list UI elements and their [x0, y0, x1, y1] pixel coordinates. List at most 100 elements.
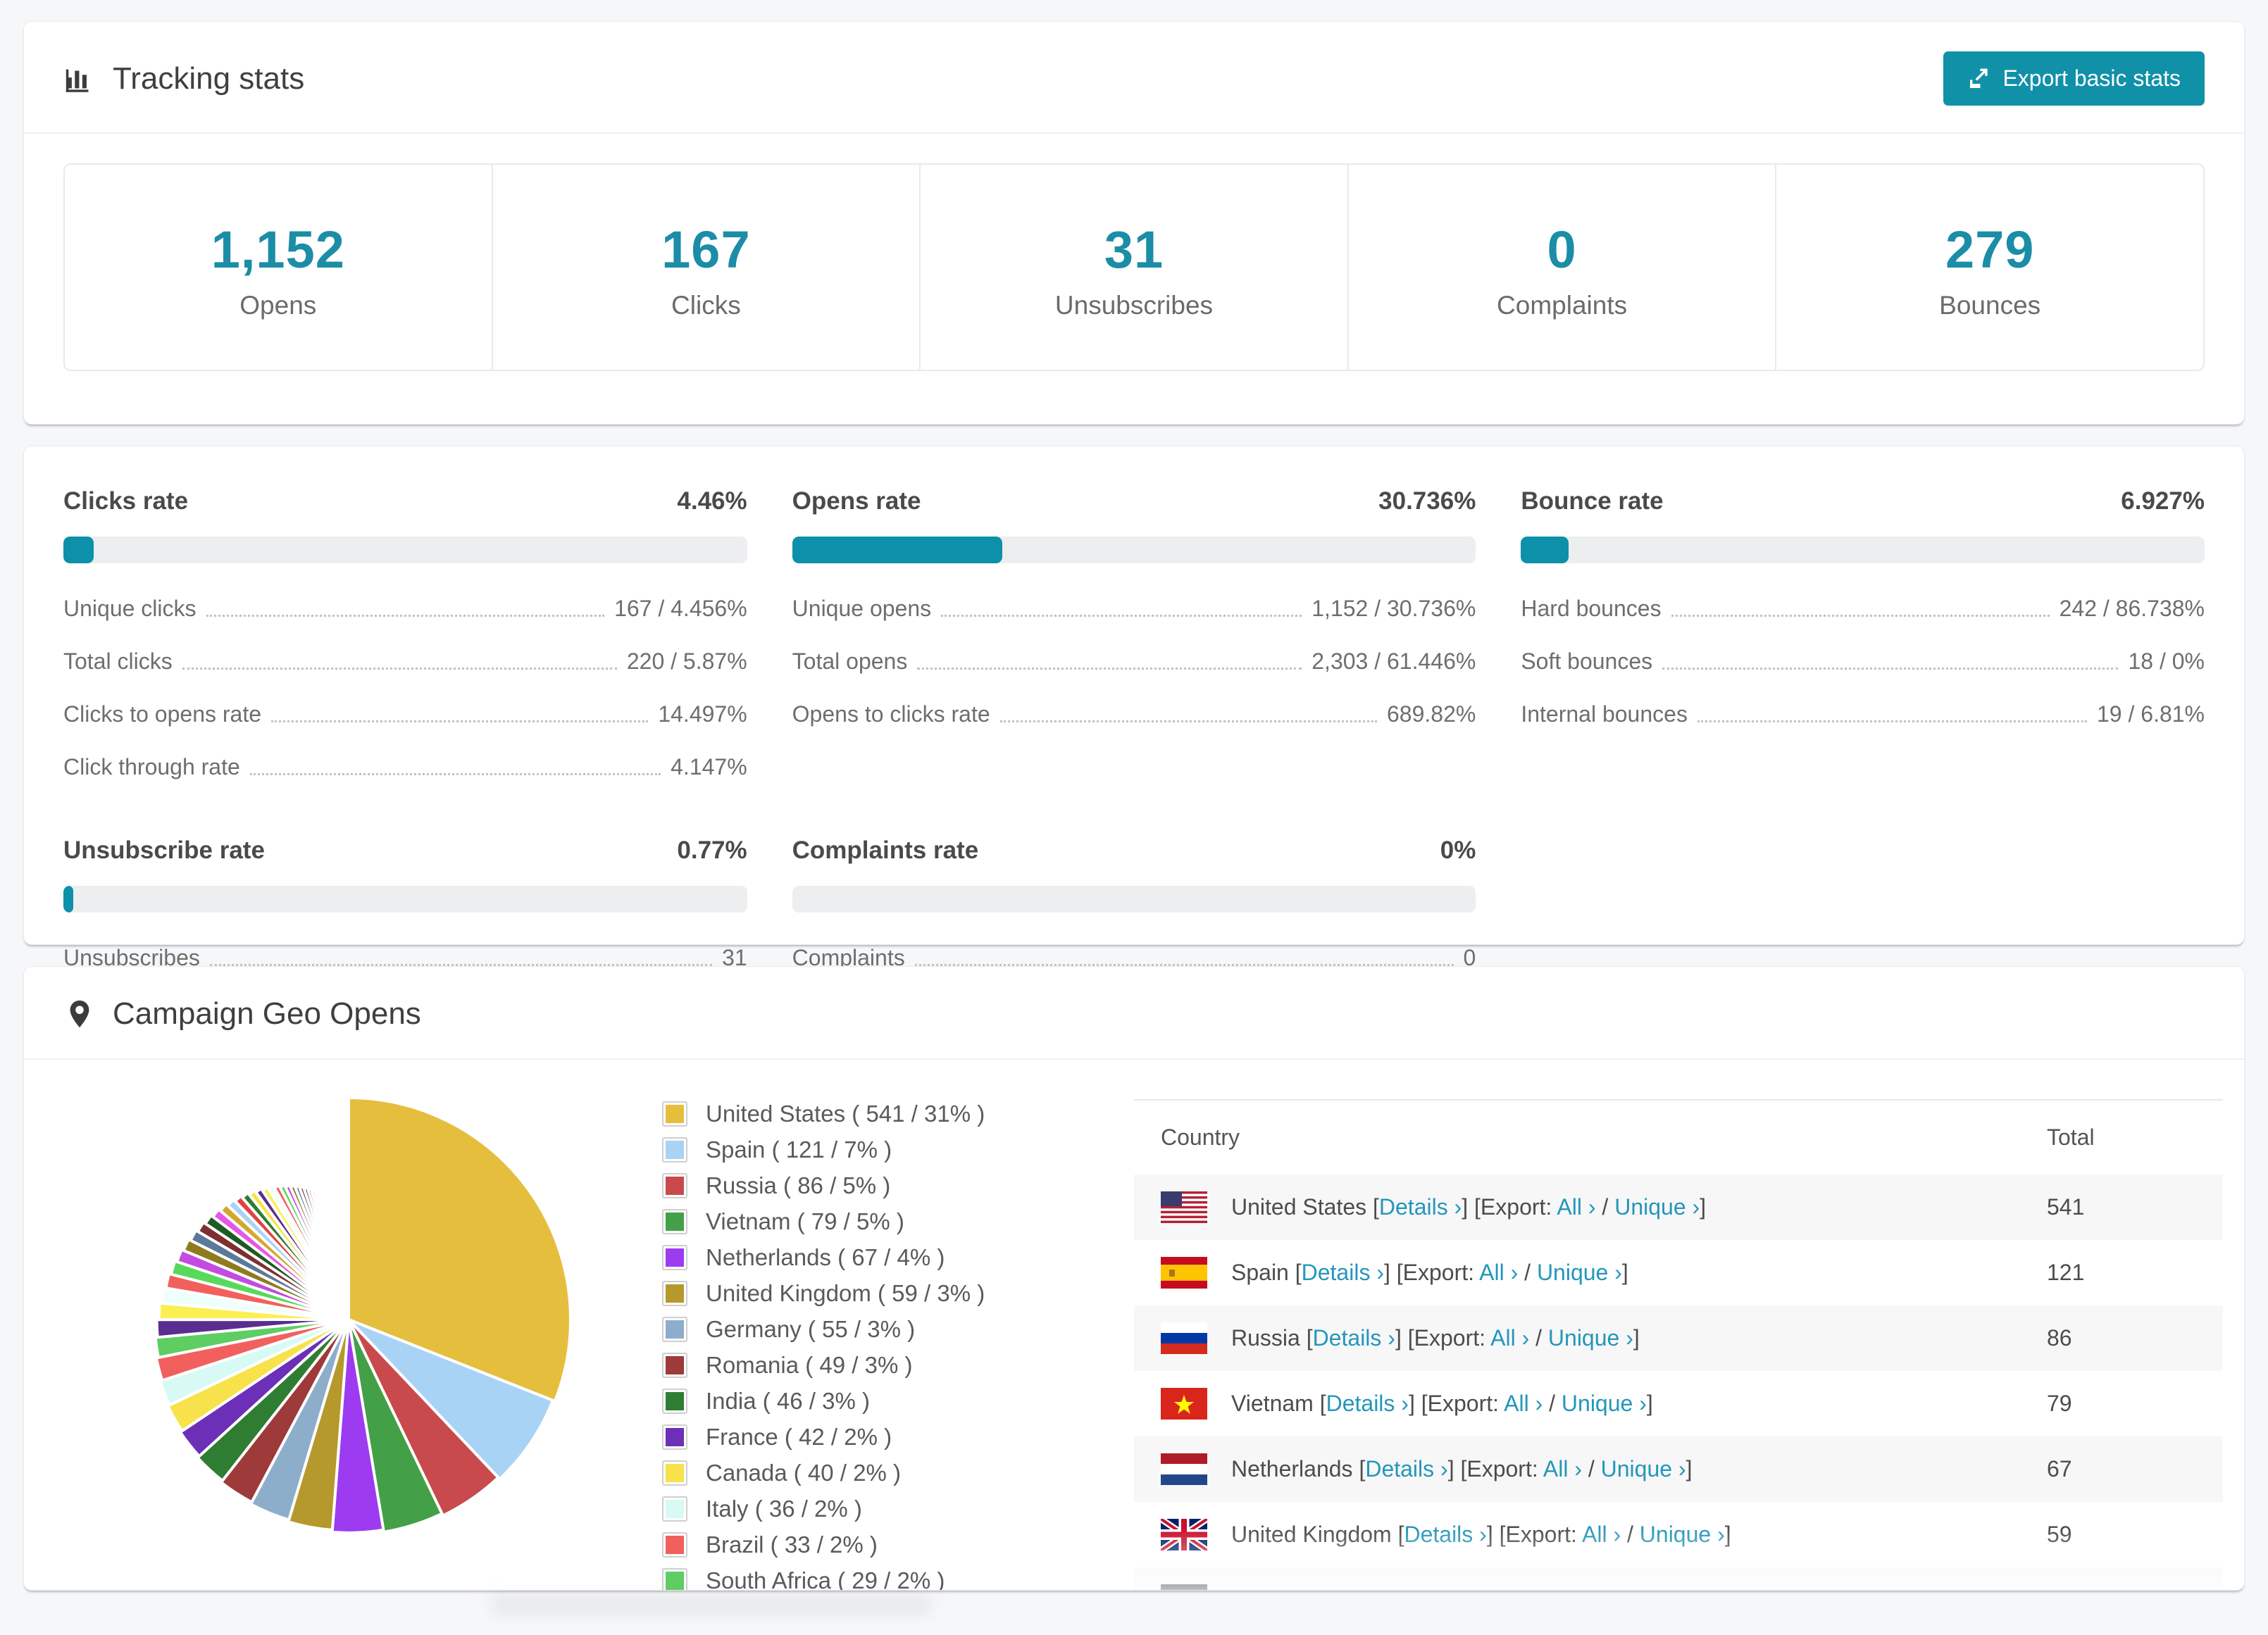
legend-item-netherlands[interactable]: Netherlands ( 67 / 4% ) [662, 1244, 1134, 1271]
legend-label: Netherlands ( 67 / 4% ) [706, 1244, 945, 1271]
export-unique-link[interactable]: Unique › [1562, 1391, 1647, 1416]
bar-chart-icon [63, 63, 96, 95]
rate-row-label: Click through rate [63, 754, 240, 780]
export-unique-link[interactable]: Unique › [1572, 1587, 1657, 1591]
rate-progress-fill [63, 886, 73, 913]
rate-row-value: 1,152 / 30.736% [1311, 596, 1476, 622]
legend-item-germany[interactable]: Germany ( 55 / 3% ) [662, 1316, 1134, 1343]
export-all-link[interactable]: All › [1543, 1456, 1582, 1481]
legend-item-united-kingdom[interactable]: United Kingdom ( 59 / 3% ) [662, 1280, 1134, 1307]
rate-value: 4.46% [677, 487, 747, 515]
legend-swatch [662, 1496, 687, 1522]
rate-progress-bar [792, 537, 1476, 563]
rate-progress-fill [792, 537, 1002, 563]
rate-row-label: Opens to clicks rate [792, 701, 990, 727]
legend-item-india[interactable]: India ( 46 / 3% ) [662, 1388, 1134, 1415]
legend-item-italy[interactable]: Italy ( 36 / 2% ) [662, 1496, 1134, 1522]
export-all-link[interactable]: All › [1582, 1522, 1621, 1547]
legend-item-canada[interactable]: Canada ( 40 / 2% ) [662, 1460, 1134, 1486]
table-row-gb: United Kingdom [Details ›] [Export: All … [1134, 1502, 2223, 1567]
export-unique-link[interactable]: Unique › [1601, 1456, 1686, 1481]
country-name: Germany [1231, 1587, 1324, 1591]
rate-row-value: 18 / 0% [2128, 649, 2205, 675]
country-cell-text: Germany [Details ›] [Export: All › / Uni… [1231, 1587, 1664, 1591]
export-all-link[interactable]: All › [1504, 1391, 1543, 1416]
export-all-link[interactable]: All › [1514, 1587, 1553, 1591]
table-row-nl: Netherlands [Details ›] [Export: All › /… [1134, 1436, 2223, 1502]
country-flag-vn [1161, 1388, 1207, 1420]
export-basic-stats-button[interactable]: Export basic stats [1943, 51, 2205, 106]
export-prefix: Export: [1438, 1587, 1509, 1591]
legend-swatch [662, 1317, 687, 1342]
export-all-link[interactable]: All › [1557, 1194, 1595, 1220]
country-name: Spain [1231, 1260, 1289, 1285]
stat-value: 31 [921, 220, 1347, 280]
legend-item-france[interactable]: France ( 42 / 2% ) [662, 1424, 1134, 1451]
export-unique-link[interactable]: Unique › [1548, 1325, 1633, 1351]
rate-title: Clicks rate [63, 487, 188, 515]
export-unique-link[interactable]: Unique › [1640, 1522, 1725, 1547]
legend-label: Italy ( 36 / 2% ) [706, 1496, 862, 1522]
details-link[interactable]: Details › [1302, 1260, 1384, 1285]
country-flag-nl [1161, 1453, 1207, 1485]
geo-table: Country Total United States [Details ›] … [1134, 1099, 2223, 1591]
legend-item-russia[interactable]: Russia ( 86 / 5% ) [662, 1172, 1134, 1199]
geo-pie-chart [63, 1060, 634, 1591]
details-link[interactable]: Details › [1404, 1522, 1486, 1547]
legend-item-romania[interactable]: Romania ( 49 / 3% ) [662, 1352, 1134, 1379]
stat-label: Bounces [1776, 291, 2203, 320]
country-name: Vietnam [1231, 1391, 1314, 1416]
rate-row-value: 242 / 86.738% [2060, 596, 2205, 622]
legend-swatch [662, 1353, 687, 1378]
country-cell-text: Vietnam [Details ›] [Export: All › / Uni… [1231, 1391, 1653, 1417]
export-all-link[interactable]: All › [1479, 1260, 1518, 1285]
legend-item-vietnam[interactable]: Vietnam ( 79 / 5% ) [662, 1208, 1134, 1235]
table-row-de: Germany [Details ›] [Export: All › / Uni… [1134, 1567, 2223, 1591]
legend-swatch [662, 1389, 687, 1414]
details-link[interactable]: Details › [1379, 1194, 1462, 1220]
table-row-vn: Vietnam [Details ›] [Export: All › / Uni… [1134, 1371, 2223, 1436]
legend-swatch [662, 1209, 687, 1234]
legend-item-brazil[interactable]: Brazil ( 33 / 2% ) [662, 1531, 1134, 1558]
rate-progress-bar [63, 886, 747, 913]
row-total: 79 [2047, 1371, 2223, 1436]
legend-label: South Africa ( 29 / 2% ) [706, 1567, 945, 1591]
details-link[interactable]: Details › [1336, 1587, 1419, 1591]
legend-item-south-africa[interactable]: South Africa ( 29 / 2% ) [662, 1567, 1134, 1591]
legend-swatch [662, 1568, 687, 1591]
legend-label: Spain ( 121 / 7% ) [706, 1136, 892, 1163]
legend-item-united-states[interactable]: United States ( 541 / 31% ) [662, 1101, 1134, 1127]
legend-label: United Kingdom ( 59 / 3% ) [706, 1280, 985, 1307]
dotted-leader [271, 720, 648, 722]
legend-item-spain[interactable]: Spain ( 121 / 7% ) [662, 1136, 1134, 1163]
stat-label: Clicks [493, 291, 920, 320]
export-all-link[interactable]: All › [1490, 1325, 1529, 1351]
legend-label: India ( 46 / 3% ) [706, 1388, 870, 1415]
details-link[interactable]: Details › [1313, 1325, 1395, 1351]
details-link[interactable]: Details › [1365, 1456, 1447, 1481]
column-header-total: Total [2047, 1100, 2223, 1174]
geo-opens-card: Campaign Geo Opens United States ( 541 /… [23, 966, 2245, 1591]
geo-section-title: Campaign Geo Opens [113, 996, 421, 1032]
export-unique-link[interactable]: Unique › [1537, 1260, 1622, 1285]
row-total: 121 [2047, 1240, 2223, 1305]
row-total: 59 [2047, 1502, 2223, 1567]
export-unique-link[interactable]: Unique › [1614, 1194, 1700, 1220]
pie-slice[interactable] [348, 1222, 349, 1320]
export-icon [1967, 67, 1991, 91]
map-pin-icon [63, 998, 96, 1030]
details-link[interactable]: Details › [1326, 1391, 1409, 1416]
